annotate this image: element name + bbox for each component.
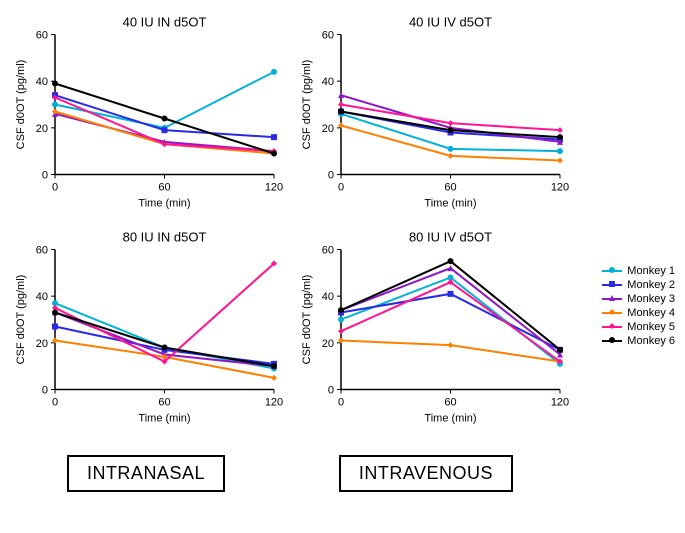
legend-item-monkey-6: Monkey 6 bbox=[602, 335, 675, 347]
x-axis-label: Time (min) bbox=[424, 413, 476, 425]
panel-p40in: 40 IU IN d5OT 0 20 40 60 0 60 120 Time (min) CSF … bbox=[10, 10, 284, 215]
y-tick-label: 40 bbox=[322, 76, 334, 88]
intranasal-label: INTRANASAL bbox=[67, 455, 225, 492]
y-tick-label: 0 bbox=[328, 385, 334, 397]
series-line-monkey-1 bbox=[341, 278, 560, 364]
legend-item-monkey-5: Monkey 5 bbox=[602, 321, 675, 333]
legend-label: Monkey 1 bbox=[627, 265, 675, 277]
panel-title: 80 IU IN d5OT bbox=[123, 230, 207, 245]
x-axis-label: Time (min) bbox=[138, 198, 190, 210]
figure-root: 40 IU IN d5OT 0 20 40 60 0 60 120 Time (min) CSF … bbox=[10, 10, 675, 523]
y-tick-label: 60 bbox=[322, 30, 334, 42]
panel-title: 40 IU IV d5OT bbox=[409, 15, 492, 30]
panel-p80iv: 80 IU IV d5OT 0 20 40 60 0 60 120 Time (min) CSF … bbox=[296, 225, 570, 430]
x-tick-label: 120 bbox=[265, 397, 283, 409]
x-tick-label: 60 bbox=[158, 397, 170, 409]
y-tick-label: 20 bbox=[36, 338, 48, 350]
y-tick-label: 60 bbox=[322, 245, 334, 257]
y-tick-label: 0 bbox=[328, 170, 334, 182]
legend-swatch bbox=[602, 340, 622, 342]
legend-swatch bbox=[602, 312, 622, 314]
y-axis-label: CSF d0OT (pg/ml) bbox=[301, 60, 313, 150]
x-tick-label: 0 bbox=[52, 397, 58, 409]
legend-label: Monkey 3 bbox=[627, 293, 675, 305]
panel-svg: 40 IU IV d5OT 0 20 40 60 0 60 120 Time (min) CSF … bbox=[296, 10, 570, 215]
y-tick-label: 40 bbox=[36, 76, 48, 88]
panel-title: 80 IU IV d5OT bbox=[409, 230, 492, 245]
y-tick-label: 60 bbox=[36, 245, 48, 257]
legend-label: Monkey 2 bbox=[627, 279, 675, 291]
panel-p40iv: 40 IU IV d5OT 0 20 40 60 0 60 120 Time (min) CSF … bbox=[296, 10, 570, 215]
legend-swatch bbox=[602, 284, 622, 286]
legend-item-monkey-4: Monkey 4 bbox=[602, 307, 675, 319]
x-tick-label: 0 bbox=[52, 182, 58, 194]
legend-swatch bbox=[602, 298, 622, 300]
legend-swatch bbox=[602, 270, 622, 272]
panels-grid: 40 IU IN d5OT 0 20 40 60 0 60 120 Time (min) CSF … bbox=[10, 10, 570, 430]
y-axis-label: CSF d0OT (pg/ml) bbox=[15, 60, 27, 150]
x-tick-label: 0 bbox=[338, 397, 344, 409]
x-tick-label: 120 bbox=[265, 182, 283, 194]
x-tick-label: 0 bbox=[338, 182, 344, 194]
y-tick-label: 0 bbox=[42, 385, 48, 397]
y-tick-label: 20 bbox=[322, 123, 334, 135]
panel-title: 40 IU IN d5OT bbox=[123, 15, 207, 30]
legend-label: Monkey 4 bbox=[627, 307, 675, 319]
x-tick-label: 60 bbox=[444, 182, 456, 194]
legend-swatch bbox=[602, 326, 622, 328]
y-axis-label: CSF d0OT (pg/ml) bbox=[301, 275, 313, 365]
legend-item-monkey-1: Monkey 1 bbox=[602, 265, 675, 277]
panel-svg: 80 IU IN d5OT 0 20 40 60 0 60 120 Time (min) CSF … bbox=[10, 225, 284, 430]
y-tick-label: 60 bbox=[36, 30, 48, 42]
intravenous-label: INTRAVENOUS bbox=[339, 455, 513, 492]
y-axis-label: CSF d0OT (pg/ml) bbox=[15, 275, 27, 365]
y-tick-label: 40 bbox=[36, 291, 48, 303]
x-axis-label: Time (min) bbox=[424, 198, 476, 210]
legend-item-monkey-3: Monkey 3 bbox=[602, 293, 675, 305]
y-tick-label: 20 bbox=[36, 123, 48, 135]
y-tick-label: 20 bbox=[322, 338, 334, 350]
x-axis-label: Time (min) bbox=[138, 413, 190, 425]
x-tick-label: 60 bbox=[444, 397, 456, 409]
bottom-labels-row: INTRANASAL INTRAVENOUS bbox=[10, 455, 570, 492]
y-tick-label: 40 bbox=[322, 291, 334, 303]
panel-svg: 40 IU IN d5OT 0 20 40 60 0 60 120 Time (min) CSF … bbox=[10, 10, 284, 215]
panel-p80in: 80 IU IN d5OT 0 20 40 60 0 60 120 Time (min) CSF … bbox=[10, 225, 284, 430]
y-tick-label: 0 bbox=[42, 170, 48, 182]
x-tick-label: 120 bbox=[551, 182, 569, 194]
legend: Monkey 1 Monkey 2 Monkey 3 Monkey 4 Monkey 5… bbox=[602, 265, 675, 349]
x-tick-label: 120 bbox=[551, 397, 569, 409]
legend-label: Monkey 6 bbox=[627, 335, 675, 347]
panel-svg: 80 IU IV d5OT 0 20 40 60 0 60 120 Time (min) CSF … bbox=[296, 225, 570, 430]
legend-item-monkey-2: Monkey 2 bbox=[602, 279, 675, 291]
legend-label: Monkey 5 bbox=[627, 321, 675, 333]
x-tick-label: 60 bbox=[158, 182, 170, 194]
